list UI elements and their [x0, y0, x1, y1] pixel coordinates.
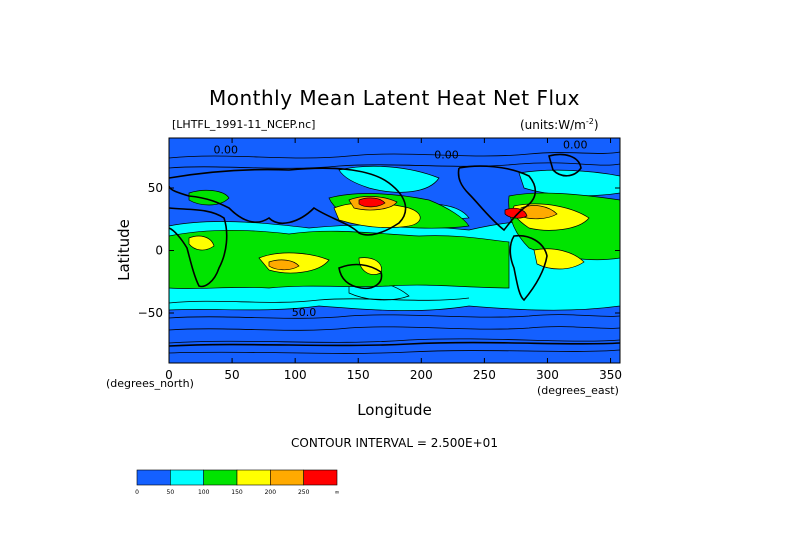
contour-value-label: 50.0 [292, 306, 317, 319]
colorbar-tick-label: ∞ [335, 489, 340, 496]
contour-value-label: 0.00 [434, 148, 459, 161]
x-tick-label: 100 [284, 368, 307, 382]
colorbar-swatch [170, 469, 204, 486]
colorbar-tick-label: 200 [265, 489, 277, 496]
x-tick-label: 150 [347, 368, 370, 382]
x-axis-label: Longitude [357, 401, 432, 419]
y-tick-label: 50 [148, 181, 163, 195]
x-tick-label: 50 [224, 368, 239, 382]
x-tick-label: 200 [410, 368, 433, 382]
colorbar-swatch [303, 469, 338, 486]
units-label: (units:W/m-2) [520, 117, 599, 132]
colorbar-swatches [136, 469, 338, 486]
contour-interval-label: CONTOUR INTERVAL = 2.500E+01 [291, 436, 498, 450]
file-label: [LHTFL_1991-11_NCEP.nc] [172, 118, 316, 131]
y-axis-label: Latitude [115, 219, 133, 281]
contour-value-label: 0.00 [563, 138, 588, 151]
y-tick-label: −50 [138, 306, 163, 320]
x-tick-label: 300 [536, 368, 559, 382]
x-unit-label: (degrees_east) [537, 384, 619, 397]
contour-value-label: 0.00 [214, 143, 239, 156]
colorbar-swatch [136, 469, 171, 486]
plot-area: 0.00 0.00 0.00 50.0 [169, 138, 620, 363]
colorbar-tick-label: 0 [135, 489, 139, 496]
chart-title: Monthly Mean Latent Heat Net Flux [208, 86, 581, 110]
y-unit-label: (degrees_north) [106, 377, 194, 390]
colorbar-tick-label: 250 [298, 489, 310, 496]
y-tick-label: 0 [155, 244, 163, 258]
colorbar-tick-label: 100 [198, 489, 210, 496]
colorbar-swatch [270, 469, 304, 486]
heatmap-field: 0.00 0.00 0.00 50.0 [169, 138, 620, 363]
x-tick-label: 250 [473, 368, 496, 382]
colorbar-labels: 0 50 100 150 200 250 ∞ [135, 489, 339, 496]
colorbar-swatch [236, 469, 271, 486]
colorbar-swatch [203, 469, 238, 486]
x-tick-label: 350 [599, 368, 622, 382]
colorbar-tick-label: 50 [167, 489, 175, 496]
colorbar-tick-label: 150 [231, 489, 243, 496]
